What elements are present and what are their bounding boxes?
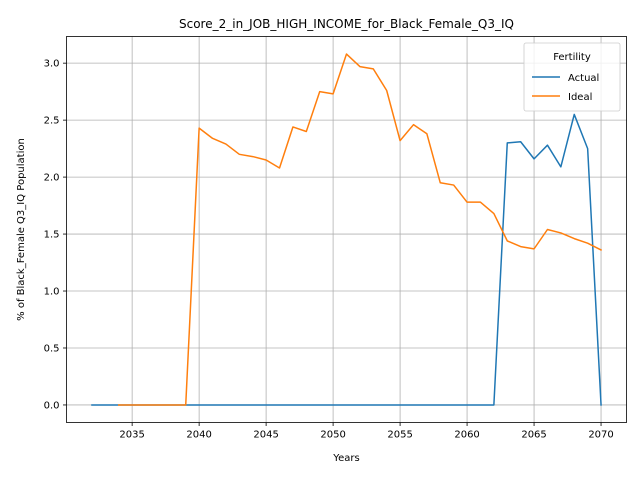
legend-label-ideal: Ideal — [568, 92, 592, 103]
series-line-actual — [91, 113, 602, 406]
chart-title: Score_2_in_JOB_HIGH_INCOME_for_Black_Fem… — [179, 17, 514, 31]
y-axis-label: % of Black_Female Q3_IQ Population — [16, 138, 27, 321]
y-axis-ticks: 0.0 0.5 1.0 1.5 2.0 2.5 3.0 — [44, 59, 67, 411]
y-tick-label: 2.0 — [44, 173, 60, 184]
legend: Fertility Actual Ideal — [523, 42, 621, 112]
y-tick-label: 0.0 — [44, 400, 60, 411]
series-line-ideal — [118, 53, 603, 406]
x-tick-label: 2040 — [186, 430, 211, 441]
x-tick-label: 2065 — [521, 430, 546, 441]
x-tick-label: 2060 — [454, 430, 479, 441]
plot-frame — [66, 36, 627, 423]
x-axis-ticks: 2035 2040 2045 2050 2055 2060 2065 2070 — [119, 422, 614, 441]
x-tick-label: 2045 — [253, 430, 278, 441]
series-lines — [91, 53, 603, 406]
x-tick-label: 2055 — [387, 430, 412, 441]
y-tick-label: 1.5 — [44, 230, 60, 241]
legend-box — [523, 42, 621, 112]
x-tick-label: 2035 — [119, 430, 144, 441]
x-tick-label: 2050 — [320, 430, 345, 441]
x-tick-label: 2070 — [588, 430, 613, 441]
y-tick-label: 1.0 — [44, 287, 60, 298]
y-tick-label: 3.0 — [44, 59, 60, 70]
grid-lines — [66, 36, 627, 423]
x-axis-label: Years — [332, 453, 359, 464]
legend-label-actual: Actual — [568, 73, 599, 84]
y-tick-label: 2.5 — [44, 116, 60, 127]
legend-title: Fertility — [553, 52, 591, 63]
y-tick-label: 0.5 — [44, 343, 60, 354]
